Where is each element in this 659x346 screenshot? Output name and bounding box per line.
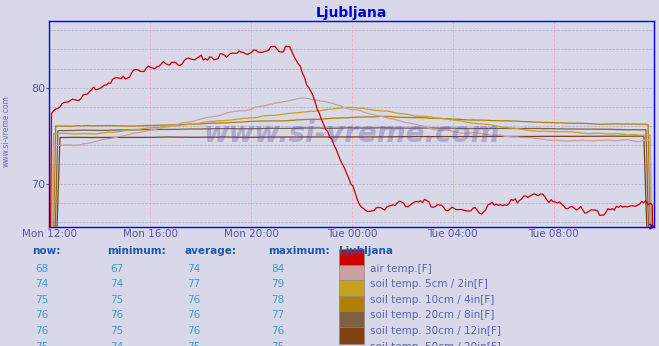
Text: Ljubljana: Ljubljana: [339, 246, 393, 256]
Text: 79: 79: [272, 279, 285, 289]
Text: 68: 68: [36, 264, 49, 274]
Text: minimum:: minimum:: [107, 246, 165, 256]
Text: 74: 74: [110, 342, 123, 346]
Text: soil temp. 10cm / 4in[F]: soil temp. 10cm / 4in[F]: [370, 295, 494, 305]
Text: 67: 67: [110, 264, 123, 274]
Bar: [339, 280, 364, 297]
Text: www.si-vreme.com: www.si-vreme.com: [2, 95, 11, 167]
Text: 77: 77: [187, 279, 200, 289]
Text: 75: 75: [187, 342, 200, 346]
Text: www.si-vreme.com: www.si-vreme.com: [204, 120, 500, 148]
Text: soil temp. 20cm / 8in[F]: soil temp. 20cm / 8in[F]: [370, 310, 494, 320]
Text: now:: now:: [32, 246, 61, 256]
Text: 75: 75: [272, 342, 285, 346]
Bar: [339, 311, 364, 328]
Text: 74: 74: [36, 279, 49, 289]
Text: soil temp. 30cm / 12in[F]: soil temp. 30cm / 12in[F]: [370, 326, 501, 336]
Bar: [339, 296, 364, 312]
Text: 78: 78: [272, 295, 285, 305]
Text: 76: 76: [110, 310, 123, 320]
Text: 75: 75: [110, 326, 123, 336]
Text: 76: 76: [187, 326, 200, 336]
Text: soil temp. 5cm / 2in[F]: soil temp. 5cm / 2in[F]: [370, 279, 488, 289]
Text: 76: 76: [36, 310, 49, 320]
Bar: [339, 327, 364, 344]
Text: maximum:: maximum:: [268, 246, 330, 256]
Text: 76: 76: [187, 295, 200, 305]
Text: 76: 76: [36, 326, 49, 336]
Bar: [339, 265, 364, 281]
Text: 74: 74: [110, 279, 123, 289]
Text: 75: 75: [36, 295, 49, 305]
Text: 84: 84: [272, 264, 285, 274]
Text: 76: 76: [272, 326, 285, 336]
Text: 76: 76: [187, 310, 200, 320]
Text: 77: 77: [272, 310, 285, 320]
Text: soil temp. 50cm / 20in[F]: soil temp. 50cm / 20in[F]: [370, 342, 501, 346]
Title: Ljubljana: Ljubljana: [316, 6, 387, 20]
Text: air temp.[F]: air temp.[F]: [370, 264, 432, 274]
Text: 75: 75: [36, 342, 49, 346]
Text: 74: 74: [187, 264, 200, 274]
Text: average:: average:: [185, 246, 236, 256]
Text: 75: 75: [110, 295, 123, 305]
Bar: [339, 249, 364, 266]
